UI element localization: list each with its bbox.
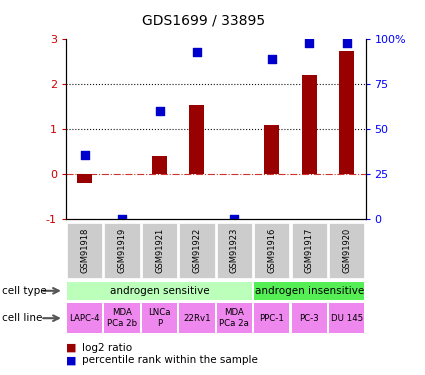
- Text: GSM91922: GSM91922: [193, 228, 201, 273]
- Text: androgen sensitive: androgen sensitive: [110, 286, 210, 296]
- Bar: [329, 223, 364, 278]
- Text: cell line: cell line: [2, 313, 42, 323]
- Text: LAPC-4: LAPC-4: [69, 314, 100, 322]
- Point: [269, 56, 275, 62]
- Bar: [329, 303, 364, 333]
- Bar: [254, 282, 364, 300]
- Bar: [142, 223, 177, 278]
- Bar: [67, 282, 252, 300]
- Bar: [292, 223, 327, 278]
- Bar: [254, 223, 289, 278]
- Bar: [67, 303, 102, 333]
- Bar: [152, 156, 167, 174]
- Text: log2 ratio: log2 ratio: [82, 343, 132, 353]
- Bar: [142, 303, 177, 333]
- Text: LNCa
P: LNCa P: [148, 309, 171, 328]
- Text: GSM91921: GSM91921: [155, 228, 164, 273]
- Bar: [217, 303, 252, 333]
- Point: [231, 216, 238, 222]
- Text: GSM91923: GSM91923: [230, 228, 239, 273]
- Bar: [254, 303, 289, 333]
- Bar: [179, 223, 215, 278]
- Bar: [292, 303, 327, 333]
- Text: DU 145: DU 145: [331, 314, 363, 322]
- Text: cell type: cell type: [2, 286, 47, 296]
- Point: [119, 216, 125, 222]
- Bar: [67, 223, 102, 278]
- Point: [306, 40, 313, 46]
- Bar: [179, 303, 215, 333]
- Text: 22Rv1: 22Rv1: [183, 314, 211, 322]
- Text: ■: ■: [66, 343, 80, 353]
- Bar: [105, 303, 140, 333]
- Text: PPC-1: PPC-1: [259, 314, 284, 322]
- Bar: [105, 223, 140, 278]
- Text: GDS1699 / 33895: GDS1699 / 33895: [142, 13, 266, 27]
- Point: [193, 49, 200, 55]
- Bar: [302, 75, 317, 174]
- Bar: [77, 174, 92, 183]
- Text: GSM91918: GSM91918: [80, 228, 89, 273]
- Text: PC-3: PC-3: [300, 314, 319, 322]
- Text: GSM91916: GSM91916: [267, 228, 276, 273]
- Text: percentile rank within the sample: percentile rank within the sample: [82, 356, 258, 365]
- Text: MDA
PCa 2b: MDA PCa 2b: [107, 309, 137, 328]
- Text: MDA
PCa 2a: MDA PCa 2a: [219, 309, 249, 328]
- Bar: [217, 223, 252, 278]
- Text: androgen insensitive: androgen insensitive: [255, 286, 364, 296]
- Text: GSM91919: GSM91919: [118, 228, 127, 273]
- Bar: [339, 51, 354, 174]
- Text: GSM91920: GSM91920: [342, 228, 351, 273]
- Text: ■: ■: [66, 356, 80, 365]
- Point: [156, 108, 163, 114]
- Text: GSM91917: GSM91917: [305, 228, 314, 273]
- Point: [343, 40, 350, 46]
- Point: [81, 152, 88, 157]
- Bar: [264, 125, 279, 174]
- Bar: [190, 105, 204, 174]
